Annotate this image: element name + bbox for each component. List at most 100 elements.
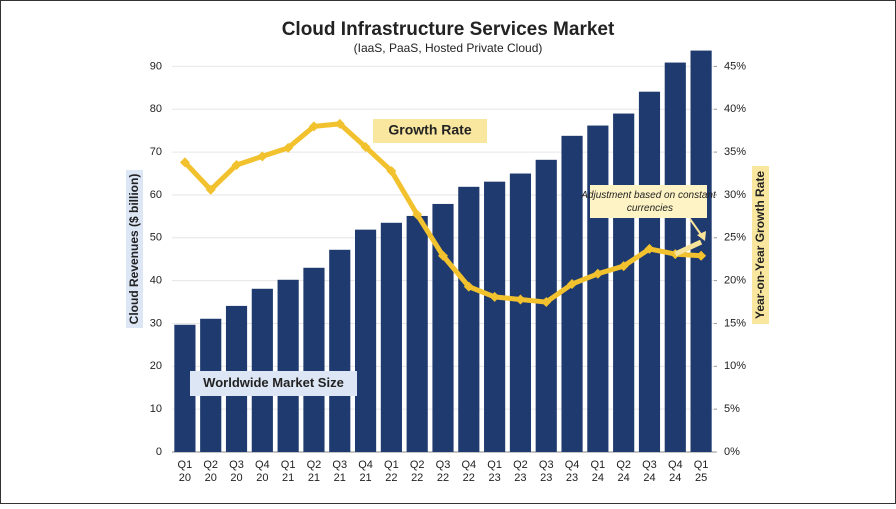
bar — [587, 125, 609, 453]
x-tick-label: Q1 — [178, 459, 193, 471]
x-tick-label: 23 — [514, 472, 526, 484]
x-tick-label: 24 — [669, 472, 681, 484]
x-tick-label: Q1 — [384, 459, 399, 471]
x-tick-label: Q1 — [694, 459, 709, 471]
y-label-bg — [126, 170, 143, 328]
line-marker — [386, 165, 397, 176]
x-tick-label: 20 — [179, 472, 191, 484]
x-tick-label: Q3 — [539, 459, 554, 471]
y-tick-label: 30 — [150, 317, 162, 329]
x-tick-label: 24 — [592, 472, 604, 484]
chart-title: Cloud Infrastructure Services Market — [282, 19, 615, 40]
bar — [251, 288, 273, 452]
x-tick-label: 23 — [540, 472, 552, 484]
x-tick-label: 20 — [230, 472, 242, 484]
x-tick-label: 24 — [618, 472, 630, 484]
line-marker — [231, 159, 242, 170]
y2-tick-label: 15% — [724, 317, 746, 329]
line-marker — [205, 184, 216, 195]
bar — [174, 324, 196, 452]
series-label: Worldwide Market Size — [203, 375, 344, 390]
x-tick-label: 24 — [643, 472, 655, 484]
line-marker — [515, 294, 526, 305]
line-marker — [541, 297, 552, 308]
bar — [406, 215, 428, 452]
x-tick-label: Q3 — [436, 459, 451, 471]
y-tick-label: 60 — [150, 189, 162, 201]
line-marker — [567, 279, 578, 290]
y2-tick-label: 40% — [724, 103, 746, 115]
x-tick-label: Q4 — [668, 459, 683, 471]
bar — [458, 186, 480, 452]
x-tick-label: Q4 — [461, 459, 476, 471]
y2-tick-label: 5% — [724, 403, 740, 415]
line-marker — [489, 291, 500, 302]
x-tick-label: Q4 — [255, 459, 270, 471]
y-tick-label: 90 — [150, 60, 162, 72]
x-tick-label: Q2 — [410, 459, 425, 471]
bar — [509, 173, 532, 453]
line-marker — [360, 141, 371, 152]
x-tick-label: Q1 — [487, 459, 502, 471]
bar — [380, 222, 402, 452]
y-tick-label: 40 — [150, 275, 162, 287]
y2-axis-label: Year-on-Year Growth Rate — [753, 171, 767, 319]
y-axis-label: Cloud Revenues ($ billion) — [127, 174, 141, 325]
x-tick-label: Q1 — [281, 459, 296, 471]
y2-tick-label: 35% — [724, 146, 746, 158]
series-label: Growth Rate — [388, 122, 471, 138]
x-tick-label: 22 — [385, 472, 397, 484]
line-marker — [592, 268, 603, 279]
series-label-bg — [190, 371, 357, 396]
chart-subtitle: (IaaS, PaaS, Hosted Private Cloud) — [354, 41, 543, 55]
y-tick-label: 20 — [150, 360, 162, 372]
bar — [329, 249, 351, 452]
x-tick-label: 23 — [488, 472, 500, 484]
y2-tick-label: 30% — [724, 189, 746, 201]
bar — [613, 113, 635, 453]
y2-label-bg — [752, 166, 769, 324]
bar — [638, 91, 661, 453]
x-tick-label: Q4 — [565, 459, 580, 471]
line-marker — [412, 209, 423, 220]
series-label-bg — [373, 119, 487, 143]
annotation-arrow — [689, 218, 703, 237]
line — [674, 239, 703, 257]
x-tick-label: 22 — [463, 472, 475, 484]
series-label: Adjustment based on constant currencies — [580, 190, 717, 214]
line-marker — [179, 157, 190, 168]
annotation-arrowhead — [697, 231, 706, 241]
x-tick-label: 22 — [411, 472, 423, 484]
y2-tick-label: 10% — [724, 360, 746, 372]
x-tick-label: 20 — [205, 472, 217, 484]
bar — [354, 229, 377, 452]
bar — [561, 135, 583, 452]
x-tick-label: Q3 — [642, 459, 657, 471]
y-tick-label: 50 — [150, 232, 162, 244]
x-tick-label: 21 — [308, 472, 320, 484]
y-tick-label: 80 — [150, 103, 162, 115]
line-marker — [334, 118, 345, 129]
x-tick-label: 21 — [334, 472, 346, 484]
x-tick-label: Q2 — [513, 459, 528, 471]
line-marker — [463, 281, 474, 292]
x-tick-label: Q2 — [203, 459, 218, 471]
bar — [277, 279, 299, 452]
x-tick-label: Q1 — [591, 459, 606, 471]
x-tick-label: Q3 — [229, 459, 244, 471]
x-tick-label: 22 — [437, 472, 449, 484]
x-tick-label: 20 — [256, 472, 268, 484]
y-tick-label: 10 — [150, 403, 162, 415]
line-marker — [257, 151, 268, 162]
line-marker — [283, 142, 294, 153]
x-tick-label: Q4 — [358, 459, 373, 471]
line-marker — [308, 121, 319, 132]
y-tick-label: 70 — [150, 146, 162, 158]
bar — [303, 267, 325, 452]
x-tick-label: Q2 — [616, 459, 631, 471]
x-tick-label: 21 — [359, 472, 371, 484]
line-marker — [644, 243, 655, 254]
y2-tick-label: 0% — [724, 446, 740, 458]
series-label-bg — [590, 185, 707, 218]
